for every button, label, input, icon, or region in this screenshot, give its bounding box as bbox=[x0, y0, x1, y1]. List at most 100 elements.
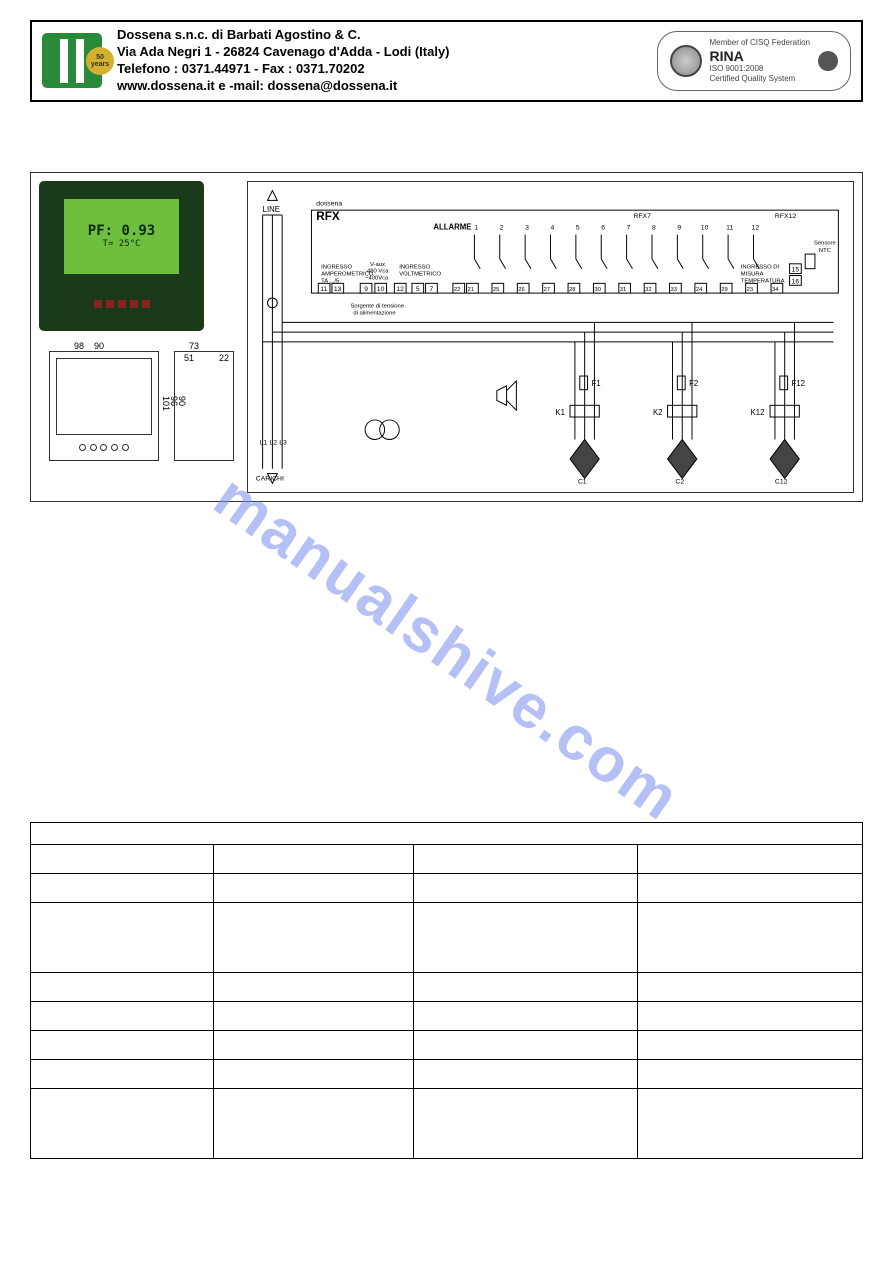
table-cell bbox=[31, 873, 214, 902]
svg-text:9: 9 bbox=[677, 224, 681, 231]
svg-text:25: 25 bbox=[493, 287, 500, 293]
table-header-row bbox=[31, 822, 863, 844]
svg-text:INGRESSO DI: INGRESSO DI bbox=[741, 264, 780, 270]
company-phone: Telefono : 0371.44971 - Fax : 0371.70202 bbox=[117, 61, 642, 78]
table-cell bbox=[31, 1088, 214, 1158]
svg-text:V-aux: V-aux bbox=[370, 261, 385, 267]
svg-text:RFX: RFX bbox=[316, 209, 340, 222]
table-cell bbox=[31, 972, 214, 1001]
dim-side-total: 73 bbox=[189, 341, 199, 351]
company-web: www.dossena.it e -mail: dossena@dossena.… bbox=[117, 78, 642, 95]
company-logo: 50 years bbox=[42, 33, 102, 88]
svg-text:9: 9 bbox=[364, 286, 368, 293]
svg-text:L2: L2 bbox=[269, 439, 277, 446]
table-cell bbox=[638, 972, 863, 1001]
table-cell bbox=[413, 972, 638, 1001]
svg-text:C2: C2 bbox=[675, 478, 684, 485]
table-cell bbox=[413, 1088, 638, 1158]
anniversary-badge: 50 years bbox=[86, 47, 114, 75]
table-cell bbox=[413, 844, 638, 873]
svg-text:12: 12 bbox=[752, 224, 760, 231]
svg-text:33: 33 bbox=[671, 287, 678, 293]
table-cell bbox=[214, 972, 414, 1001]
table-cell bbox=[638, 844, 863, 873]
cert-brand: RINA bbox=[710, 48, 810, 65]
company-name: Dossena s.n.c. di Barbati Agostino & C. bbox=[117, 27, 642, 44]
svg-text:32: 32 bbox=[645, 287, 652, 293]
iqnet-icon bbox=[818, 51, 838, 71]
svg-text:L3: L3 bbox=[279, 439, 287, 446]
svg-text:7: 7 bbox=[627, 224, 631, 231]
svg-text:RFX7: RFX7 bbox=[633, 213, 651, 220]
table-row bbox=[31, 902, 863, 972]
svg-text:K1: K1 bbox=[555, 408, 565, 417]
svg-text:Sensore: Sensore bbox=[814, 240, 836, 246]
table-cell bbox=[214, 844, 414, 873]
svg-text:5: 5 bbox=[576, 224, 580, 231]
table-cell bbox=[413, 1001, 638, 1030]
svg-text:13: 13 bbox=[334, 286, 342, 293]
svg-text:26: 26 bbox=[518, 287, 525, 293]
svg-text:29: 29 bbox=[721, 287, 728, 293]
rina-seal-icon bbox=[670, 45, 702, 77]
table-cell bbox=[214, 1001, 414, 1030]
svg-text:11: 11 bbox=[320, 286, 327, 293]
table-cell bbox=[214, 1088, 414, 1158]
table-row bbox=[31, 873, 863, 902]
diagram-container: PF: 0.93 T= 25°C 98 90 73 51 22 101 96 9… bbox=[30, 172, 863, 502]
svg-text:28: 28 bbox=[569, 287, 576, 293]
specification-table bbox=[30, 822, 863, 1159]
table-cell bbox=[214, 1030, 414, 1059]
table-cell bbox=[31, 1001, 214, 1030]
svg-text:16: 16 bbox=[792, 278, 800, 285]
watermark: manualshive.com bbox=[201, 461, 693, 835]
certification-badge: Member of CISQ Federation RINA ISO 9001:… bbox=[657, 31, 851, 91]
svg-text:F2: F2 bbox=[689, 378, 698, 387]
svg-text:INGRESSO: INGRESSO bbox=[321, 264, 352, 270]
device-screen: PF: 0.93 T= 25°C bbox=[64, 199, 180, 274]
svg-text:24: 24 bbox=[696, 287, 703, 293]
device-buttons bbox=[72, 300, 171, 308]
device-photo: PF: 0.93 T= 25°C bbox=[39, 181, 204, 331]
svg-text:3: 3 bbox=[525, 224, 529, 231]
svg-text:10: 10 bbox=[377, 286, 385, 293]
table-cell bbox=[638, 1059, 863, 1088]
dim-w-inner: 90 bbox=[94, 341, 104, 351]
svg-text:6: 6 bbox=[601, 224, 605, 231]
table-row bbox=[31, 1059, 863, 1088]
cert-subtitle: Certified Quality System bbox=[710, 74, 810, 84]
table-row bbox=[31, 1030, 863, 1059]
dimension-drawing: 98 90 73 51 22 101 96 90 bbox=[39, 341, 239, 491]
svg-text:dossena: dossena bbox=[316, 200, 342, 207]
svg-text:VOLTMETRICO: VOLTMETRICO bbox=[399, 271, 441, 277]
svg-text:10: 10 bbox=[701, 224, 709, 231]
svg-text:12: 12 bbox=[396, 286, 404, 293]
svg-text:RFX12: RFX12 bbox=[775, 213, 796, 220]
svg-text:15: 15 bbox=[792, 266, 800, 273]
table-row bbox=[31, 1088, 863, 1158]
table-cell bbox=[31, 844, 214, 873]
company-address: Via Ada Negri 1 - 26824 Cavenago d'Adda … bbox=[117, 44, 642, 61]
svg-text:23: 23 bbox=[747, 287, 754, 293]
table-cell bbox=[638, 902, 863, 972]
svg-text:L1: L1 bbox=[260, 439, 268, 446]
cert-member-text: Member of CISQ Federation bbox=[710, 38, 810, 48]
table-cell bbox=[638, 1001, 863, 1030]
cert-text-block: Member of CISQ Federation RINA ISO 9001:… bbox=[710, 38, 810, 84]
table-header-cell bbox=[31, 822, 863, 844]
svg-text:30: 30 bbox=[594, 287, 601, 293]
svg-text:MISURA: MISURA bbox=[741, 271, 764, 277]
svg-text:CARICHI: CARICHI bbox=[256, 475, 284, 482]
table-cell bbox=[413, 873, 638, 902]
svg-text:C1: C1 bbox=[578, 478, 587, 485]
dim-front-view bbox=[49, 351, 159, 461]
table-cell bbox=[638, 873, 863, 902]
svg-text:7: 7 bbox=[430, 286, 434, 293]
table-cell bbox=[638, 1088, 863, 1158]
svg-text:2: 2 bbox=[500, 224, 504, 231]
svg-text:31: 31 bbox=[620, 287, 627, 293]
table-cell bbox=[214, 873, 414, 902]
schematic-svg: LINE L1 L2 L3 CARICHI dossena RFX ALLARM… bbox=[248, 182, 853, 492]
table-cell bbox=[413, 1030, 638, 1059]
temp-reading: T= 25°C bbox=[103, 239, 141, 249]
